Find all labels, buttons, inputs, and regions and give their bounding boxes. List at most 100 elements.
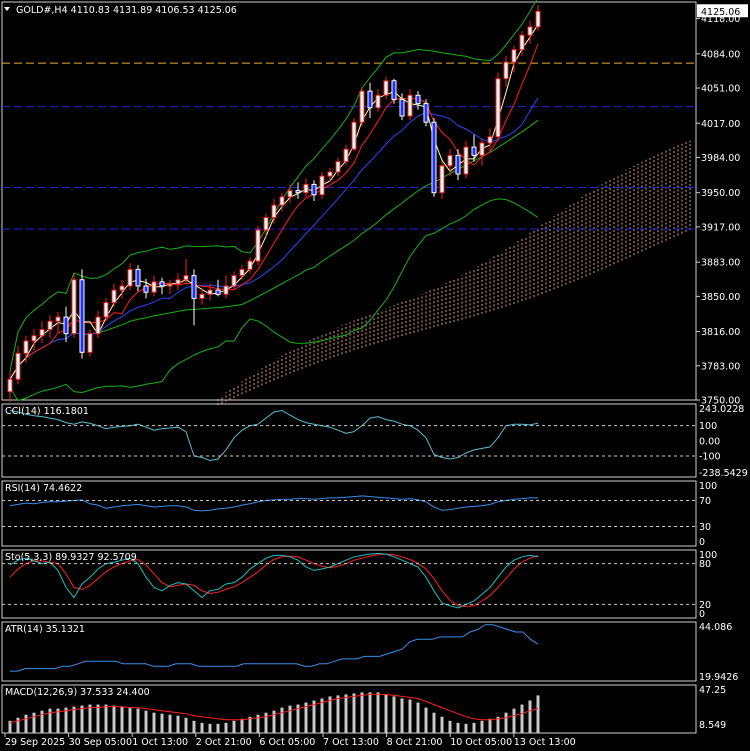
candle-body [263, 217, 269, 231]
candle-body [335, 161, 341, 173]
price-tick-label: 4017.00 [701, 119, 740, 130]
candle-body [311, 183, 317, 196]
candle-body [407, 94, 413, 117]
candle [463, 140, 469, 179]
current-price-label: 4125.06 [701, 7, 740, 18]
current-price-tag [697, 4, 748, 18]
candle [303, 178, 309, 197]
candle-body [287, 190, 293, 198]
candle-body [103, 302, 109, 318]
candle [359, 86, 365, 127]
candle [143, 278, 149, 299]
time-tick-label: 29 Sep 2025 [5, 737, 65, 748]
candle-body [375, 94, 381, 109]
candle [407, 89, 413, 121]
bollinger-upper-line [9, 0, 538, 372]
candle-body [255, 229, 261, 262]
candle-body [223, 285, 229, 295]
candle-body [503, 61, 509, 80]
candle [215, 279, 221, 297]
bollinger-lower-line [9, 198, 539, 402]
stoch-signal-line [9, 553, 539, 607]
candle-body [31, 335, 37, 342]
candle [207, 283, 213, 301]
candle-body [231, 275, 237, 287]
candle [167, 279, 173, 295]
candle-body [119, 285, 125, 291]
candle [255, 225, 261, 266]
candle [71, 273, 77, 338]
candle-body [319, 175, 325, 196]
price-tick-label: 4118.00 [701, 14, 740, 25]
candle [503, 55, 509, 87]
candle-body [295, 190, 301, 194]
candle-body [271, 204, 277, 219]
candle [327, 167, 333, 183]
candle [319, 171, 325, 199]
indicator-tick-label: 243.0228 [699, 404, 744, 415]
candle [279, 192, 285, 212]
candles [7, 5, 541, 403]
time-tick-label: 8 Oct 21:00 [387, 737, 443, 748]
candle [127, 263, 133, 291]
candle-body [55, 316, 61, 322]
indicator-tick-label: 80 [699, 559, 711, 570]
price-tick-label: 3750.00 [701, 396, 740, 407]
cci-line [9, 409, 539, 462]
candle [47, 315, 53, 338]
pane-frame [1, 621, 697, 682]
candle-body [343, 148, 349, 163]
indicator-tick-label: 100 [699, 421, 717, 432]
candle-body [303, 183, 309, 194]
candle-body [175, 279, 181, 285]
candle-body [71, 279, 77, 335]
candle [111, 283, 117, 307]
candle [31, 329, 37, 351]
candle [383, 76, 389, 100]
candle [439, 161, 445, 199]
candle-body [239, 268, 245, 277]
candle [351, 118, 357, 152]
indicator-tick-label: -100 [699, 451, 721, 462]
candle [311, 180, 317, 201]
indicator-tick-label: 19.9426 [699, 672, 738, 683]
symbol-header: GOLD#,H4 4110.83 4131.89 4106.53 4125.06 [16, 5, 237, 16]
candle [103, 298, 109, 322]
candle [391, 78, 397, 104]
candle-body [399, 98, 405, 117]
candle-body [159, 281, 165, 287]
candle [335, 157, 341, 177]
candle-body [391, 80, 397, 100]
indicator-tick-label: 0.00 [699, 436, 720, 447]
candle [119, 279, 125, 299]
indicator-tick-label: 47.25 [699, 685, 726, 696]
candle-body [135, 268, 141, 287]
candle-body [167, 283, 173, 287]
candle-body [95, 316, 101, 335]
candle [295, 182, 301, 199]
candle-body [111, 289, 117, 304]
indicator-title: CCI(14) 116.1801 [5, 406, 89, 417]
dropdown-arrow-icon[interactable] [4, 7, 10, 11]
candle [287, 184, 293, 204]
candle [239, 265, 245, 280]
candle-body [151, 281, 157, 293]
candle [39, 321, 45, 343]
indicator-tick-label: 0 [699, 609, 705, 620]
candle-body [63, 316, 69, 335]
candle-body [7, 378, 13, 393]
candle [79, 269, 85, 359]
time-tick-label: 10 Oct 05:00 [450, 737, 512, 748]
time-tick-label: 30 Sep 05:00 [69, 737, 132, 748]
candle-body [47, 320, 53, 331]
price-tick-label: 3816.00 [701, 327, 740, 338]
candle-body [463, 146, 469, 175]
candle [95, 310, 101, 338]
candle-body [487, 136, 493, 144]
candle-body [431, 121, 437, 194]
time-tick-label: 2 Oct 21:00 [196, 737, 252, 748]
candle-body [367, 90, 373, 109]
candle [271, 198, 277, 224]
candle [135, 265, 141, 292]
